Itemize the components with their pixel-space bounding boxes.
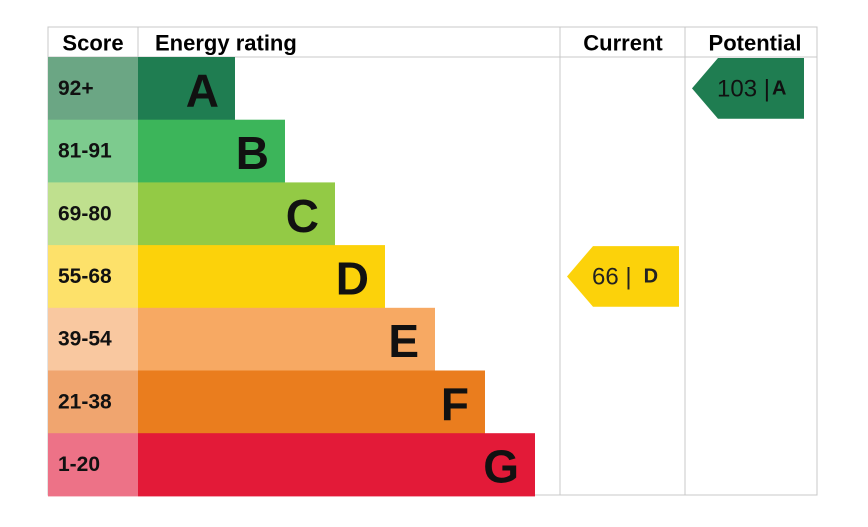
score-label: 81-91 — [58, 140, 112, 163]
current-letter: D — [644, 265, 658, 287]
rating-bar — [138, 245, 385, 309]
score-cell — [48, 245, 138, 309]
current-value: 66 | — [592, 263, 632, 290]
rating-letter: F — [441, 378, 469, 430]
rating-bar — [138, 182, 335, 246]
rating-letter: D — [336, 252, 369, 304]
potential-value: 103 | — [717, 75, 770, 102]
potential-label: 103 | A — [717, 75, 786, 102]
score-cell — [48, 307, 138, 371]
potential-arrow — [692, 58, 804, 119]
rating-bar — [138, 307, 435, 371]
score-cell — [48, 370, 138, 434]
score-label: 69-80 — [58, 202, 112, 225]
score-label: 39-54 — [58, 328, 112, 351]
potential-letter: A — [772, 77, 786, 99]
header-rating: Energy rating — [155, 31, 297, 56]
score-label: 55-68 — [58, 265, 112, 288]
score-cell — [48, 119, 138, 183]
score-cell — [48, 433, 138, 497]
score-cell — [48, 182, 138, 246]
rating-bar — [138, 370, 485, 434]
header-potential: Potential — [709, 31, 802, 56]
rating-letter: G — [483, 441, 519, 493]
header-score: Score — [62, 31, 123, 56]
score-cell — [48, 57, 138, 121]
rating-bar — [138, 433, 535, 497]
header-current: Current — [583, 31, 663, 56]
current-arrow — [567, 246, 679, 307]
score-label: 1-20 — [58, 453, 100, 476]
rating-letter: C — [286, 190, 319, 242]
rating-letter: E — [388, 315, 419, 367]
score-label: 92+ — [58, 77, 94, 100]
rating-letter: B — [236, 127, 269, 179]
current-label: 66 | D — [592, 263, 658, 290]
rating-bar — [138, 57, 235, 121]
rating-bar — [138, 119, 285, 183]
rating-letter: A — [186, 64, 219, 116]
score-label: 21-38 — [58, 390, 112, 413]
